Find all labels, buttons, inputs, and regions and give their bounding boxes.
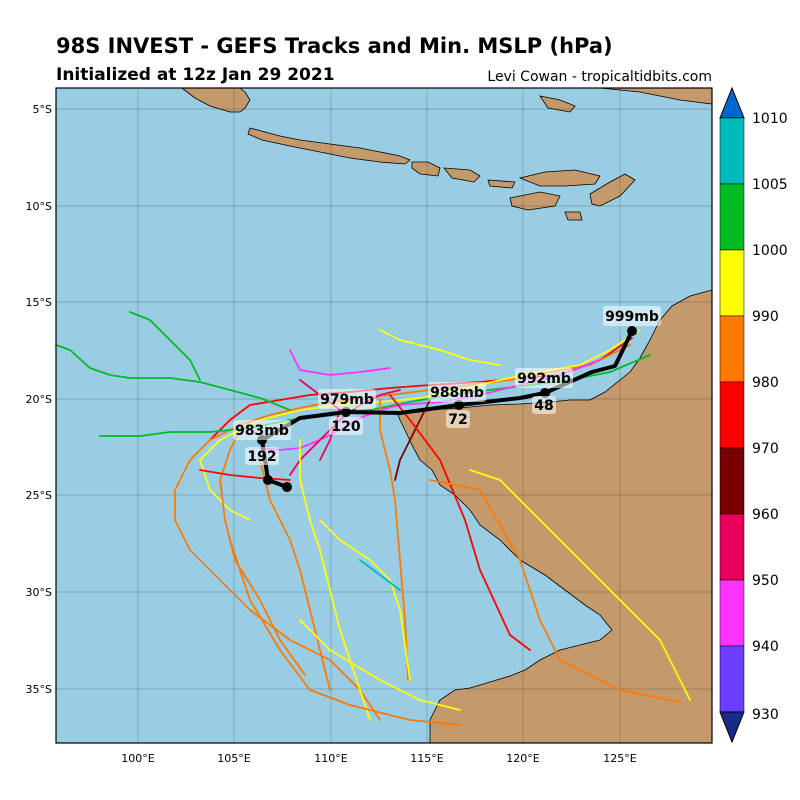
- colorbar-tick: 930: [752, 707, 779, 723]
- mean-track-labels: 999mb 992mb 48 988mb 72 979mb 120 983mb …: [233, 306, 661, 465]
- lon-label: 115°E: [410, 752, 443, 765]
- map-title: 98S INVEST - GEFS Tracks and Min. MSLP (…: [56, 34, 613, 58]
- land-masses: [180, 87, 713, 744]
- label-992mb: 992mb: [517, 371, 571, 387]
- label-72: 72: [448, 412, 467, 428]
- colorbar-tick: 1000: [752, 243, 788, 259]
- lon-label: 105°E: [217, 752, 250, 765]
- colorbar-tick: 1010: [752, 111, 788, 127]
- lat-label: 5°S: [33, 103, 52, 116]
- label-988mb: 988mb: [430, 385, 484, 401]
- label-120: 120: [331, 419, 360, 435]
- lon-label: 125°E: [603, 752, 636, 765]
- lat-label: 10°S: [26, 200, 52, 213]
- lat-label: 30°S: [26, 586, 52, 599]
- initialized-time: Initialized at 12z Jan 29 2021: [56, 65, 335, 85]
- lat-label: 20°S: [26, 393, 52, 406]
- lon-label: 110°E: [314, 752, 347, 765]
- lat-label: 25°S: [26, 489, 52, 502]
- graticule: [56, 88, 712, 743]
- colorbar-tick: 990: [752, 309, 779, 325]
- credit-text: Levi Cowan - tropicaltidbits.com: [487, 69, 712, 85]
- label-48: 48: [534, 398, 553, 414]
- colorbar-tick: 960: [752, 507, 779, 523]
- label-979mb: 979mb: [320, 392, 374, 408]
- lon-label: 120°E: [506, 752, 539, 765]
- colorbar-tick: 980: [752, 375, 779, 391]
- lat-label: 35°S: [26, 683, 52, 696]
- label-192: 192: [247, 449, 276, 465]
- colorbar-tick: 950: [752, 573, 779, 589]
- lat-label: 15°S: [26, 296, 52, 309]
- pressure-colorbar: 1010 1005 1000 990 980 970 960 950 940 9…: [719, 86, 788, 744]
- lat-labels: 5°S 10°S 15°S 20°S 25°S 30°S 35°S: [26, 103, 52, 696]
- lon-labels: 100°E 105°E 110°E 115°E 120°E 125°E: [121, 752, 636, 765]
- colorbar-tick: 970: [752, 441, 779, 457]
- label-983mb: 983mb: [235, 423, 289, 439]
- lon-label: 100°E: [121, 752, 154, 765]
- label-999mb: 999mb: [605, 309, 659, 325]
- colorbar-tick: 940: [752, 639, 779, 655]
- colorbar-tick: 1005: [752, 177, 788, 193]
